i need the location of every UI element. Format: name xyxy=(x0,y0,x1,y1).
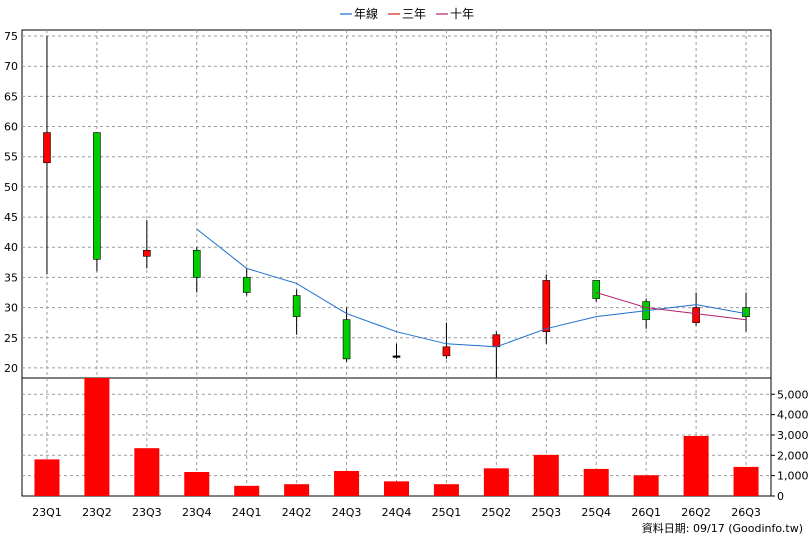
x-tick-label: 26Q2 xyxy=(681,506,711,519)
candle-26Q2 xyxy=(692,292,700,326)
x-tick-label: 23Q2 xyxy=(82,506,112,519)
candle-23Q3 xyxy=(143,220,151,269)
volume-tick-label: 4,000 xyxy=(777,409,808,422)
candle-24Q3 xyxy=(342,307,351,362)
volume-tick-label: 2,000 xyxy=(777,449,808,462)
candle-25Q1 xyxy=(442,322,451,359)
x-tick-label: 23Q4 xyxy=(182,506,212,519)
x-tick-label: 23Q1 xyxy=(32,506,62,519)
volume-bar-23Q2 xyxy=(84,378,110,496)
volume-bar-24Q2 xyxy=(284,484,310,496)
legend-label-0: 年線 xyxy=(354,6,378,21)
price-tick-label: 35 xyxy=(4,271,18,284)
volume-bar-26Q1 xyxy=(633,475,659,496)
legend-label-1: 三年 xyxy=(402,7,426,21)
candle-body xyxy=(192,249,201,278)
x-tick-label: 23Q3 xyxy=(132,506,162,519)
price-tick-label: 65 xyxy=(4,90,18,103)
volume-tick-label: 5,000 xyxy=(777,388,808,401)
volume-tick-label: 3,000 xyxy=(777,429,808,442)
chart-legend: 年線 三年 十年 xyxy=(340,6,474,21)
candle-23Q1 xyxy=(43,36,51,275)
candle-body xyxy=(392,355,401,358)
candle-25Q4 xyxy=(592,280,601,302)
candle-23Q2 xyxy=(93,132,101,272)
x-tick-label: 25Q3 xyxy=(531,506,561,519)
price-tick-label: 25 xyxy=(4,332,18,345)
volume-bar-24Q1 xyxy=(234,485,260,496)
candle-body xyxy=(692,307,700,323)
volume-bar-26Q2 xyxy=(683,435,709,496)
candle-body xyxy=(292,295,301,317)
price-tick-label: 20 xyxy=(4,362,18,375)
price-tick-label: 60 xyxy=(4,121,18,134)
x-tick-label: 24Q4 xyxy=(382,506,412,519)
x-tick-label: 26Q1 xyxy=(631,506,661,519)
series-line-1 xyxy=(596,292,747,321)
candle-26Q3 xyxy=(742,292,750,332)
price-tick-label: 45 xyxy=(4,211,18,224)
data-date-footer: 資料日期: 09/17 (Goodinfo.tw) xyxy=(642,521,803,535)
volume-bar-25Q4 xyxy=(583,468,609,496)
volume-bar-23Q1 xyxy=(34,459,60,496)
candle-24Q2 xyxy=(292,289,301,335)
candle-body xyxy=(542,280,551,333)
candle-body xyxy=(143,249,151,257)
volume-bar-25Q2 xyxy=(483,468,509,496)
volume-tick-label: 0 xyxy=(777,490,784,503)
price-tick-label: 40 xyxy=(4,241,18,254)
x-tick-label: 24Q2 xyxy=(282,506,312,519)
volume-bar-24Q4 xyxy=(384,481,409,496)
x-tick-label: 25Q1 xyxy=(432,506,462,519)
candle-body xyxy=(242,277,251,293)
price-tick-label: 55 xyxy=(4,151,18,164)
candle-body xyxy=(93,132,101,260)
x-tick-label: 25Q4 xyxy=(581,506,611,519)
candle-25Q3 xyxy=(542,274,551,344)
candle-body xyxy=(492,334,501,348)
candle-24Q1 xyxy=(242,268,251,296)
price-tick-label: 75 xyxy=(4,30,18,43)
candle-body xyxy=(742,307,750,317)
volume-panel: 0 1,000 2,000 3,000 4,000 5,000 xyxy=(21,377,808,503)
series-line-0 xyxy=(196,228,747,348)
candle-body xyxy=(592,280,601,299)
candle-body xyxy=(442,346,451,357)
candle-24Q4 xyxy=(392,343,401,359)
candle-23Q4 xyxy=(192,247,201,293)
x-tick-label: 24Q3 xyxy=(332,506,362,519)
price-tick-label: 30 xyxy=(4,302,18,315)
x-tick-label: 25Q2 xyxy=(482,506,512,519)
legend-label-2: 十年 xyxy=(450,7,474,21)
candle-body xyxy=(342,319,351,360)
x-tick-label: 24Q1 xyxy=(232,506,262,519)
candle-body xyxy=(43,132,51,164)
price-tick-label: 50 xyxy=(4,181,18,194)
volume-bar-25Q1 xyxy=(433,484,459,496)
volume-bar-23Q3 xyxy=(134,448,160,496)
volume-bar-23Q4 xyxy=(184,471,210,496)
volume-bar-25Q3 xyxy=(533,454,559,496)
volume-bar-24Q3 xyxy=(334,470,360,496)
price-panel: 20 25 30 35 40 45 50 55 60 65 70 75 xyxy=(4,29,772,381)
volume-tick-label: 1,000 xyxy=(777,470,808,483)
x-tick-label: 26Q3 xyxy=(731,506,761,519)
price-tick-label: 70 xyxy=(4,60,18,73)
volume-bar-26Q3 xyxy=(733,466,759,496)
x-axis: 23Q1 23Q2 23Q3 23Q4 24Q1 24Q2 24Q3 24Q4 25Q1 25Q2… xyxy=(32,506,761,519)
